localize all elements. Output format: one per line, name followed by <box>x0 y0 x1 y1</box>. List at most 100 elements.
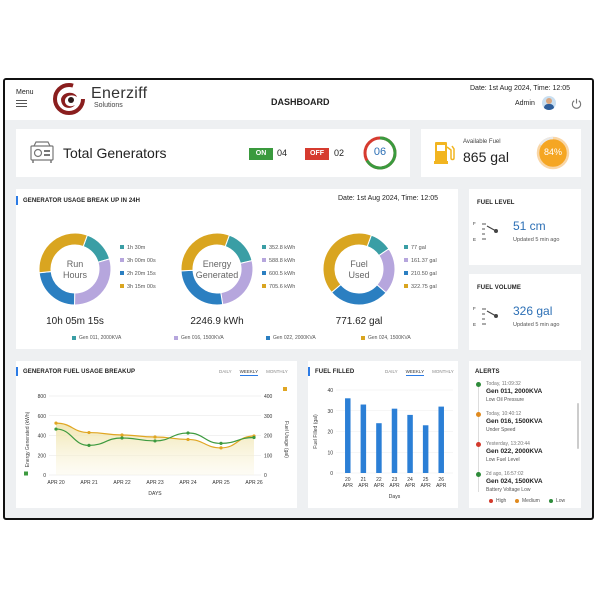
y-axis-label: Energy Generated (kWh) <box>25 411 31 467</box>
x-tick-label: APR 26 <box>245 480 262 486</box>
alert-severity-dot <box>476 412 481 417</box>
usage-datetime: Date: 1st Aug 2024, Time: 12:05 <box>338 195 439 202</box>
on-badge: ON <box>249 148 273 160</box>
fuel-filled-tabs: DAILY WEEKLY MONTHLY <box>377 369 454 376</box>
tab-monthly[interactable]: MONTHLY <box>432 369 454 374</box>
y2-axis-label: Fuel Usage (gal) <box>283 421 289 458</box>
x-tick-label: APR <box>374 483 385 489</box>
x-tick-label: 22 <box>376 477 382 483</box>
data-point <box>54 427 58 431</box>
donut-legend-value: 705.6 kWh <box>269 284 295 290</box>
alert-item[interactable]: Today, 10:40:12 Gen 016, 1500KVA Under Spe… <box>469 411 574 439</box>
data-point <box>219 441 223 445</box>
x-tick-label: APR <box>405 483 416 489</box>
avatar[interactable] <box>542 96 556 110</box>
data-point <box>87 443 91 447</box>
series-area <box>56 423 254 475</box>
y-tick-label: 800 <box>38 394 47 400</box>
y-tick-label: 600 <box>38 414 47 420</box>
x-tick-label: 25 <box>423 477 429 483</box>
legend-swatch <box>404 284 408 288</box>
x-tick-label: APR 22 <box>113 480 130 486</box>
data-point <box>186 437 190 442</box>
header-bar: Menu Enerziff Solutions DASHBOARD Date: … <box>5 80 592 120</box>
y2-tick-label: 200 <box>264 434 273 440</box>
legend-swatch <box>24 471 28 476</box>
x-tick-label: APR 23 <box>146 480 163 486</box>
x-tick-label: APR <box>358 483 369 489</box>
alert-legend-item: Low <box>549 498 565 504</box>
severity-label: High <box>496 498 507 504</box>
alert-legend-item: High <box>489 498 506 504</box>
donut-legend-value: 3h 00m 00s <box>127 258 156 264</box>
alert-legend-item: Medium <box>515 498 540 504</box>
x-axis-label: Days <box>389 494 401 500</box>
tab-monthly[interactable]: MONTHLY <box>266 369 288 374</box>
hamburger-icon[interactable] <box>16 100 27 107</box>
donut-legend-value: 161.37 gal <box>411 258 437 264</box>
alert-item[interactable]: 2d ago, 16:57:02 Gen 024, 1500KVA Battery … <box>469 471 574 499</box>
donut-legend-value: 77 gal <box>411 245 426 251</box>
data-point <box>153 439 157 443</box>
donut-slice <box>82 234 111 263</box>
generator-legend-item: Gen 022, 2000KVA <box>266 335 316 341</box>
x-tick-label: APR <box>436 483 447 489</box>
fuel-level-card: FUEL LEVEL F E 51 cm Updated 5 min ago <box>469 189 581 265</box>
y2-tick-label: 0 <box>264 473 267 479</box>
fuel-volume-title: FUEL VOLUME <box>477 285 521 291</box>
donut-center-label: Run <box>67 259 84 269</box>
legend-swatch <box>404 258 408 262</box>
page-title: DASHBOARD <box>271 97 330 107</box>
tab-weekly[interactable]: WEEKLY <box>239 369 259 376</box>
alert-severity-dot <box>476 442 481 447</box>
available-fuel-label: Available Fuel <box>463 139 501 145</box>
alert-message: Under Speed <box>486 427 516 433</box>
legend-swatch <box>262 245 266 249</box>
alert-time: Today, 11:09:32 <box>486 381 521 387</box>
total-ring <box>363 136 397 170</box>
bar <box>407 414 413 473</box>
alerts-scrollbar[interactable] <box>577 403 579 449</box>
fuel-filled-title: FUEL FILLED <box>315 369 355 375</box>
x-tick-label: 26 <box>438 477 444 483</box>
y2-tick-label: 400 <box>264 394 273 400</box>
tab-daily[interactable]: DAILY <box>385 369 398 374</box>
tab-weekly[interactable]: WEEKLY <box>405 369 425 376</box>
y-tick-label: 40 <box>327 388 333 394</box>
fuel-percent-value: 84% <box>543 147 562 157</box>
generator-name: Gen 024, 1500KVA <box>368 335 411 341</box>
gauge-f-label: F <box>473 306 476 311</box>
donut-legend-value: 322.75 gal <box>411 284 437 290</box>
donut-slice <box>38 232 88 274</box>
generator-name: Gen 011, 2000KVA <box>79 335 122 341</box>
alert-message: Low Oil Pressure <box>486 397 525 403</box>
fuel-usage-tabs: DAILY WEEKLY MONTHLY <box>211 369 288 376</box>
donut-legend-value: 1h 30m <box>127 245 146 251</box>
alert-item[interactable]: Yesterday, 13:20:44 Gen 022, 2000KVA Low F… <box>469 441 574 469</box>
fuel-percent-ring <box>536 136 570 170</box>
donut-total: 10h 05m 15s <box>46 316 104 327</box>
available-fuel-value: 865 gal <box>463 149 509 165</box>
alert-item[interactable]: Today, 11:09:32 Gen 011, 2000KVA Low Oil P… <box>469 381 574 409</box>
tab-daily[interactable]: DAILY <box>219 369 232 374</box>
available-fuel-card: Available Fuel 865 gal 84% <box>421 129 581 177</box>
off-badge: OFF <box>305 148 329 160</box>
x-tick-label: APR 20 <box>47 480 64 486</box>
legend-swatch <box>262 284 266 288</box>
alerts-card: ALERTS Today, 11:09:32 Gen 011, 2000KVA Lo… <box>469 361 581 508</box>
y-tick-label: 20 <box>327 430 333 436</box>
data-point <box>87 430 91 435</box>
donut-legend-value: 210.50 gal <box>411 271 437 277</box>
gauge-e-label: E <box>473 322 477 327</box>
x-tick-label: 24 <box>407 477 413 483</box>
legend-swatch <box>120 258 124 262</box>
generator-legend-item: Gen 011, 2000KVA <box>72 335 121 341</box>
off-count: 02 <box>334 148 345 158</box>
y-tick-label: 10 <box>327 450 333 456</box>
on-count: 04 <box>277 148 288 158</box>
power-icon[interactable] <box>571 98 582 109</box>
gauge-e-label: E <box>473 237 477 242</box>
y-tick-label: 400 <box>38 434 47 440</box>
generator-legend-item: Gen 016, 1500KVA <box>174 335 224 341</box>
